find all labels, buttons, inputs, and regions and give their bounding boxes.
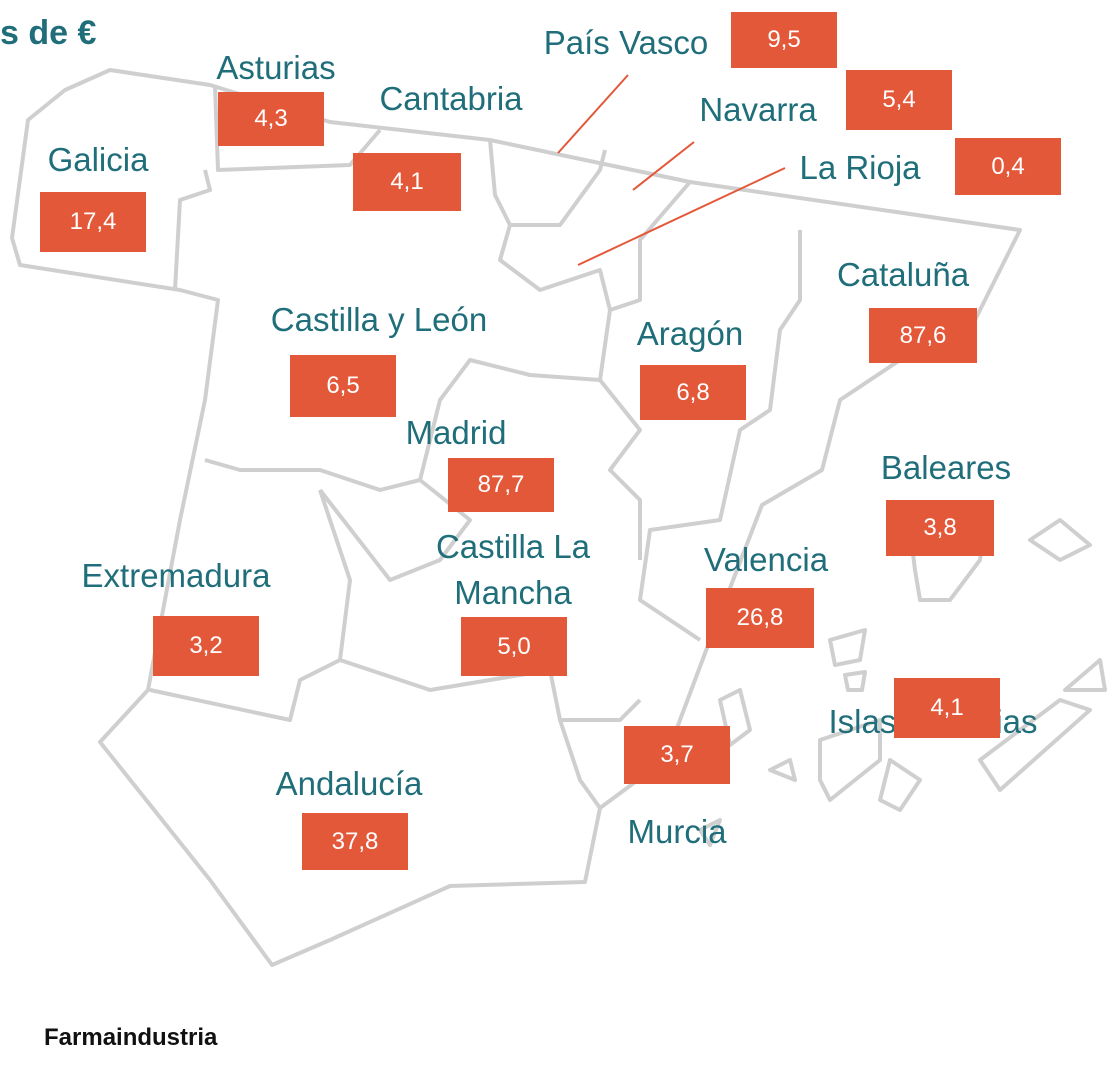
leader-line [577,167,786,266]
region-name: Valencia [703,541,829,578]
region-value: 5,4 [846,70,952,130]
region-value: 87,6 [869,308,977,363]
region-value: 87,7 [448,458,554,512]
source: Farmaindustria [44,1024,218,1051]
island [843,670,867,692]
region-name: Andalucía [275,765,423,802]
border [149,489,352,722]
region-name: La Rioja [799,149,921,186]
region-value: 17,4 [40,192,146,252]
leader-line [632,141,695,191]
region-value: 6,8 [640,365,746,420]
region-value: 3,2 [153,616,259,676]
island [828,628,867,667]
border [488,139,607,227]
border [204,309,612,492]
island [818,718,882,802]
region-name: Cantabria [379,80,523,117]
island [698,818,722,847]
region-value: 6,5 [290,355,396,417]
region-name: País Vasco [543,24,709,61]
region-value: 5,0 [461,617,567,676]
region-name: Madrid [405,414,507,451]
region-name: Castilla y León [270,301,488,338]
border [598,378,642,560]
region-value: 26,8 [706,588,814,648]
region-name: Galicia [47,141,149,178]
island [1028,518,1092,562]
region-name: Murcia [627,813,727,850]
island [768,758,797,782]
region-name: Navarra [699,91,817,128]
region-value: 0,4 [955,138,1061,195]
spain-outline [10,68,1022,967]
border [339,658,642,722]
outlines [10,68,1107,967]
region-name: Castilla La Mancha [435,528,591,611]
border [213,84,382,172]
border [498,180,692,312]
island [878,758,922,812]
region-name: Aragón [636,315,744,352]
region-value: 3,7 [624,726,730,784]
region-value: 37,8 [302,813,408,870]
island [1063,658,1107,692]
region-name: Cataluña [836,256,970,293]
leaders [557,74,786,266]
region-value: 4,1 [353,153,461,211]
region-value: 9,5 [731,12,837,68]
border [638,230,802,642]
region-value: 4,3 [218,92,324,146]
region-name: Asturias [216,49,336,86]
region-value: 4,1 [894,678,1000,738]
leader-line [557,74,629,154]
region-value: 3,8 [886,500,994,556]
border [173,169,212,291]
border [558,719,602,810]
title: s de € [0,14,97,52]
region-name: Baleares [880,449,1012,486]
region-name: Extremadura [81,557,271,594]
island [978,698,1092,792]
